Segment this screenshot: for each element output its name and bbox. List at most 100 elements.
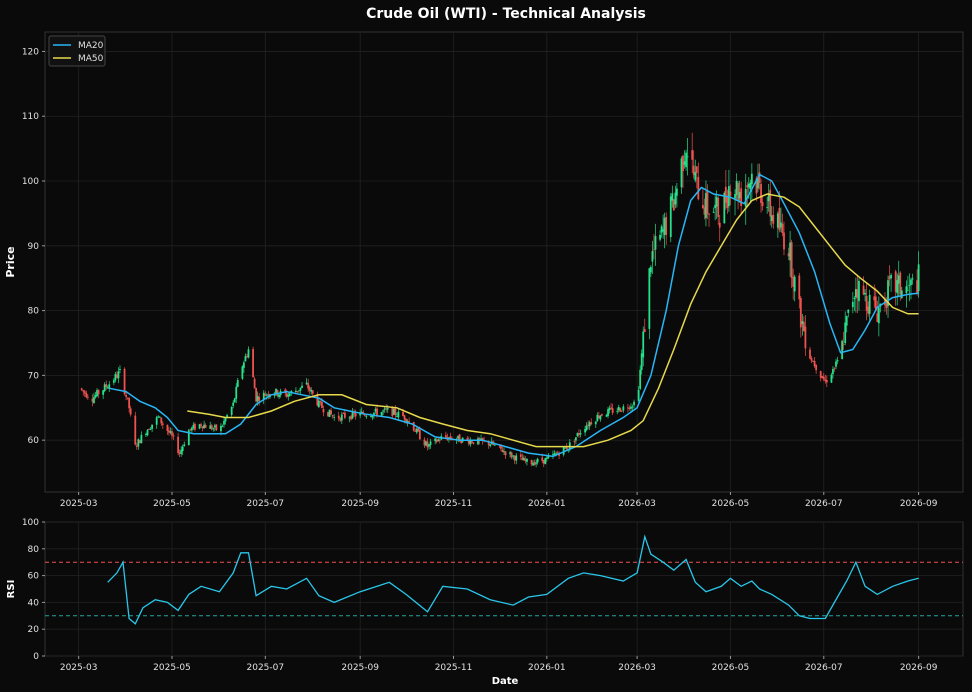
candle-body-up xyxy=(428,444,430,447)
candle-body-down xyxy=(189,428,192,430)
candle-body-up xyxy=(437,439,440,441)
candle-body-up xyxy=(896,280,899,294)
candle-body-down xyxy=(530,460,533,465)
legend-ma20-label: MA20 xyxy=(78,41,104,51)
rsi-x-tick-label: 2026-07 xyxy=(805,663,843,673)
price-x-tick-label: 2025-07 xyxy=(247,499,285,509)
candle-body-up xyxy=(900,290,903,298)
candle-body-up xyxy=(477,438,479,445)
candle-body-up xyxy=(844,322,847,344)
rsi-grid xyxy=(45,521,963,657)
candle-body-down xyxy=(697,176,700,200)
candle-body-up xyxy=(712,212,715,213)
candle-body-up xyxy=(555,453,557,455)
candle-body-up xyxy=(564,447,567,449)
candle-body-down xyxy=(726,197,729,209)
candle-body-down xyxy=(97,389,100,395)
candle-body-up xyxy=(631,406,634,408)
candle-body-down xyxy=(865,295,868,311)
candle-body-down xyxy=(168,430,170,433)
candle-body-down xyxy=(894,271,897,292)
candle-body-up xyxy=(273,394,276,396)
candle-body-up xyxy=(630,406,632,409)
candle-body-up xyxy=(351,411,354,419)
price-y-tick-label: 90 xyxy=(28,242,40,252)
candle-body-up xyxy=(594,421,597,425)
candle-body-up xyxy=(288,393,291,396)
candle-body-down xyxy=(804,326,807,349)
candle-body-down xyxy=(252,348,254,378)
candle-body-down xyxy=(724,186,727,203)
candle-body-up xyxy=(155,417,158,425)
candle-body-down xyxy=(578,433,580,435)
candle-body-down xyxy=(862,285,865,295)
candle-body-down xyxy=(706,190,709,214)
candle-body-up xyxy=(333,416,336,418)
candle-body-up xyxy=(605,415,608,417)
candle-body-up xyxy=(728,186,730,207)
candle-body-up xyxy=(275,388,277,395)
candle-body-up xyxy=(298,390,300,392)
candle-body-down xyxy=(467,439,470,444)
candle-body-up xyxy=(890,275,892,279)
candle-body-down xyxy=(330,410,333,415)
candle-body-up xyxy=(686,156,689,158)
candle-body-down xyxy=(363,414,366,416)
candle-body-up xyxy=(232,402,235,406)
candle-body-down xyxy=(558,453,560,456)
candle-body-down xyxy=(513,456,516,461)
price-candles xyxy=(80,132,920,468)
candle-body-up xyxy=(212,428,215,430)
candle-body-down xyxy=(761,202,764,206)
candle-body-down xyxy=(500,444,502,449)
candle-body-up xyxy=(469,440,472,445)
candle-body-down xyxy=(322,409,325,413)
candle-body-up xyxy=(340,414,343,421)
candle-body-up xyxy=(93,397,95,403)
candle-body-up xyxy=(608,408,611,411)
candle-body-up xyxy=(457,435,459,439)
candle-body-down xyxy=(708,213,710,215)
candle-body-up xyxy=(855,289,857,298)
candle-body-up xyxy=(675,188,678,196)
candle-body-down xyxy=(590,422,593,425)
candle-body-up xyxy=(317,400,320,407)
candle-body-up xyxy=(223,420,225,425)
candle-body-up xyxy=(552,454,554,456)
candle-body-down xyxy=(166,424,169,432)
rsi-x-tick-label: 2026-03 xyxy=(618,663,656,673)
candle-body-up xyxy=(562,447,565,455)
rsi-line xyxy=(107,534,919,625)
candle-body-down xyxy=(408,420,411,422)
candle-body-down xyxy=(737,183,739,201)
price-y-ticks: 60 70 80 90 100 110 120 xyxy=(22,47,45,446)
candle-body-up xyxy=(192,424,195,429)
candle-body-up xyxy=(766,207,769,208)
candle-body-up xyxy=(247,349,250,358)
candle-body-down xyxy=(874,296,877,310)
line-ma50 xyxy=(187,193,919,448)
candle-body-down xyxy=(790,242,793,279)
candle-body-up xyxy=(145,433,147,435)
candle-body-up xyxy=(767,193,770,202)
candle-body-down xyxy=(760,183,762,204)
candle-body-up xyxy=(382,410,385,412)
candle-body-up xyxy=(640,353,643,370)
candle-body-up xyxy=(371,415,374,418)
candle-body-down xyxy=(758,172,761,183)
candle-body-down xyxy=(405,419,407,422)
candle-body-up xyxy=(897,275,900,284)
candle-body-down xyxy=(449,436,452,439)
candle-body-down xyxy=(703,207,706,215)
candle-body-down xyxy=(403,415,406,420)
candle-body-up xyxy=(532,463,534,466)
candle-body-up xyxy=(181,446,184,451)
candle-body-down xyxy=(339,417,342,421)
candle-body-up xyxy=(576,433,579,437)
candle-body-down xyxy=(769,189,772,217)
candle-body-up xyxy=(526,458,528,462)
rsi-levels xyxy=(45,561,963,617)
candle-body-down xyxy=(85,392,88,398)
rsi-x-tick-label: 2025-11 xyxy=(435,663,473,673)
candle-body-up xyxy=(102,390,105,395)
